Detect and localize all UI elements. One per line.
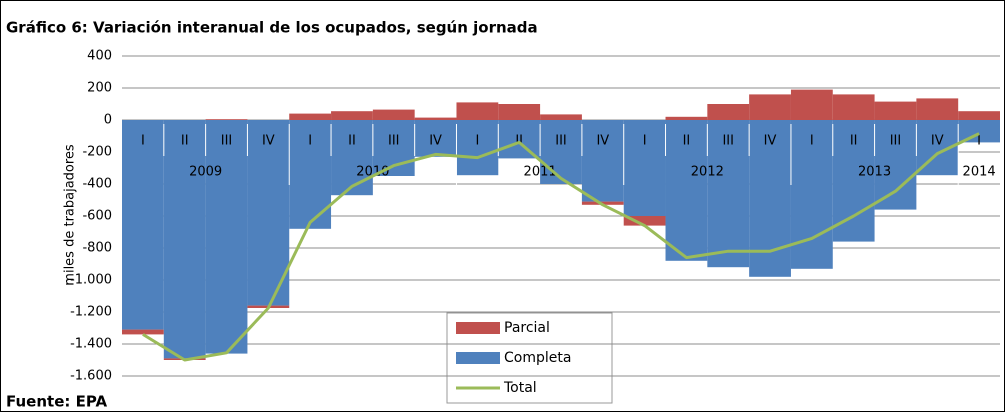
source: Fuente: EPA: [6, 393, 107, 411]
x-tick-label: III: [555, 134, 567, 149]
bar: [456, 102, 499, 120]
y-tick-label: -1.600: [70, 369, 112, 384]
x-tick-label: I: [475, 134, 479, 149]
chart-title: Gráfico 6: Variación interanual de los o…: [6, 19, 538, 37]
bar: [958, 111, 1000, 120]
x-tick-label: I: [643, 134, 647, 149]
y-tick-label: -1.000: [70, 273, 112, 288]
bar: [540, 120, 582, 184]
bar: [707, 120, 750, 268]
y-tick-label: 200: [87, 81, 112, 96]
bar: [581, 120, 624, 202]
bar: [790, 89, 833, 120]
bar: [247, 120, 290, 306]
legend-swatch: [456, 352, 500, 364]
x-tick-label: I: [810, 134, 814, 149]
bar: [205, 119, 248, 120]
bar: [205, 120, 248, 354]
bar: [874, 120, 917, 210]
x-tick-label: I: [977, 134, 981, 149]
bar: [665, 120, 708, 261]
bar: [916, 98, 959, 120]
x-tick-label: II: [850, 134, 858, 149]
x-tick-label: IV: [262, 134, 275, 149]
legend-label: Parcial: [504, 320, 550, 336]
x-tick-label: I: [308, 134, 312, 149]
x-tick-label: III: [388, 134, 400, 149]
bar: [749, 94, 791, 120]
bar: [289, 113, 332, 120]
x-tick-label: II: [181, 134, 189, 149]
y-tick-label: -1.400: [70, 337, 112, 352]
year-label: 2014: [963, 165, 996, 180]
bar: [874, 101, 917, 120]
year-label: 2010: [356, 165, 389, 180]
year-label: 2012: [691, 165, 724, 180]
legend: Parcial Completa Total: [446, 312, 613, 404]
bar: [832, 94, 875, 120]
bar: [832, 120, 875, 242]
bar: [623, 120, 666, 216]
bar: [122, 120, 164, 330]
bar: [372, 109, 415, 120]
bar: [498, 120, 541, 159]
bar: [958, 120, 1000, 143]
legend-label: Completa: [504, 350, 571, 366]
bar: [665, 116, 708, 120]
line: [142, 132, 980, 362]
y-tick-label: -800: [82, 241, 112, 256]
bar: [122, 329, 164, 335]
bar: [540, 114, 582, 120]
y-axis-label: miles de trabajadores: [63, 144, 78, 286]
bar: [414, 120, 457, 157]
x-tick-label: II: [348, 134, 356, 149]
x-tick-label: III: [722, 134, 734, 149]
x-tick-label: III: [890, 134, 902, 149]
x-tick-label: I: [141, 134, 145, 149]
x-tick-label: IV: [596, 134, 609, 149]
y-tick-label: -200: [82, 145, 112, 160]
bar: [456, 120, 499, 176]
bar: [414, 117, 457, 120]
y-tick-label: 0: [104, 113, 112, 128]
bar: [623, 216, 666, 226]
y-tick-label: -400: [82, 177, 112, 192]
legend-swatch: [456, 322, 500, 334]
y-tick-label: -1.200: [70, 305, 112, 320]
bar: [163, 120, 206, 359]
x-tick-label: IV: [429, 134, 442, 149]
x-tick-label: II: [683, 134, 691, 149]
bar: [331, 120, 373, 196]
year-label: 2009: [189, 165, 222, 180]
bar: [498, 104, 541, 120]
x-tick-label: III: [221, 134, 233, 149]
legend-label: Total: [503, 380, 537, 396]
bar: [331, 111, 373, 120]
x-tick-label: IV: [764, 134, 777, 149]
bar: [707, 104, 750, 120]
x-tick-label: IV: [931, 134, 944, 149]
year-label: 2013: [858, 165, 891, 180]
y-tick-label: -600: [82, 209, 112, 224]
y-tick-label: 400: [87, 49, 112, 64]
